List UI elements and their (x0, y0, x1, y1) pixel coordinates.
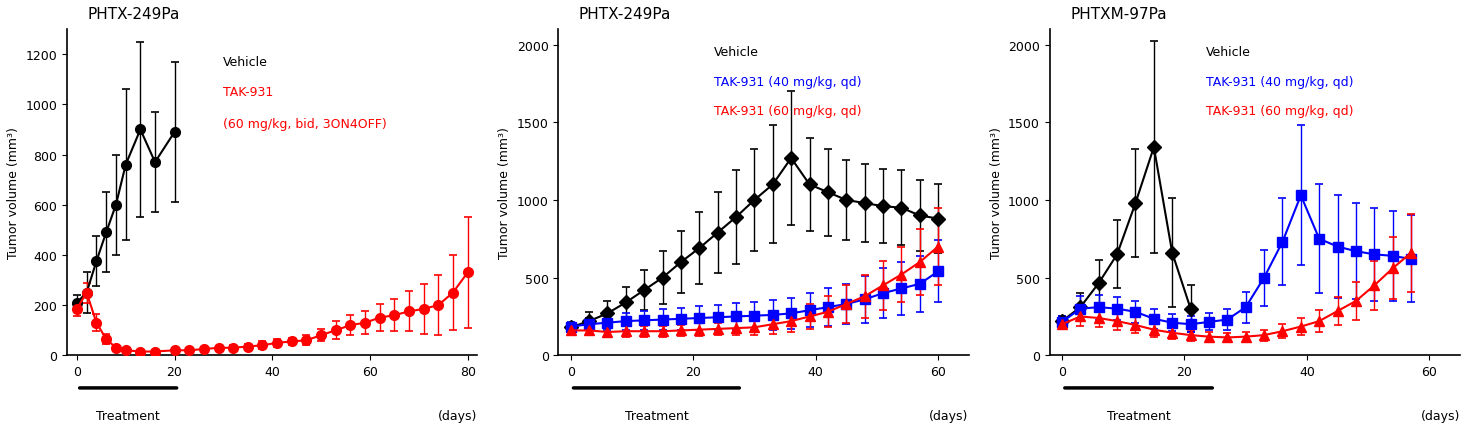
Text: (60 mg/kg, bid, 3ON4OFF): (60 mg/kg, bid, 3ON4OFF) (223, 118, 387, 131)
Text: PHTX-249Pa: PHTX-249Pa (579, 7, 672, 22)
Text: Treatment: Treatment (1106, 409, 1171, 422)
Text: (days): (days) (930, 409, 968, 422)
Text: (days): (days) (1420, 409, 1460, 422)
Text: Vehicle: Vehicle (1206, 46, 1250, 59)
Text: TAK-931 (60 mg/kg, qd): TAK-931 (60 mg/kg, qd) (714, 105, 861, 118)
Text: Vehicle: Vehicle (223, 56, 268, 69)
Text: TAK-931 (40 mg/kg, qd): TAK-931 (40 mg/kg, qd) (1206, 76, 1353, 89)
Text: (days): (days) (439, 409, 477, 422)
Text: PHTX-249Pa: PHTX-249Pa (88, 7, 180, 22)
Text: PHTXM-97Pa: PHTXM-97Pa (1071, 7, 1166, 22)
Text: TAK-931: TAK-931 (223, 85, 273, 98)
Y-axis label: Tumor volume (mm³): Tumor volume (mm³) (7, 127, 21, 258)
Text: Treatment: Treatment (97, 409, 160, 422)
Text: Treatment: Treatment (625, 409, 688, 422)
Text: TAK-931 (40 mg/kg, qd): TAK-931 (40 mg/kg, qd) (714, 76, 861, 89)
Text: TAK-931 (60 mg/kg, qd): TAK-931 (60 mg/kg, qd) (1206, 105, 1353, 118)
Y-axis label: Tumor volume (mm³): Tumor volume (mm³) (499, 127, 512, 258)
Y-axis label: Tumor volume (mm³): Tumor volume (mm³) (990, 127, 1002, 258)
Text: Vehicle: Vehicle (714, 46, 760, 59)
